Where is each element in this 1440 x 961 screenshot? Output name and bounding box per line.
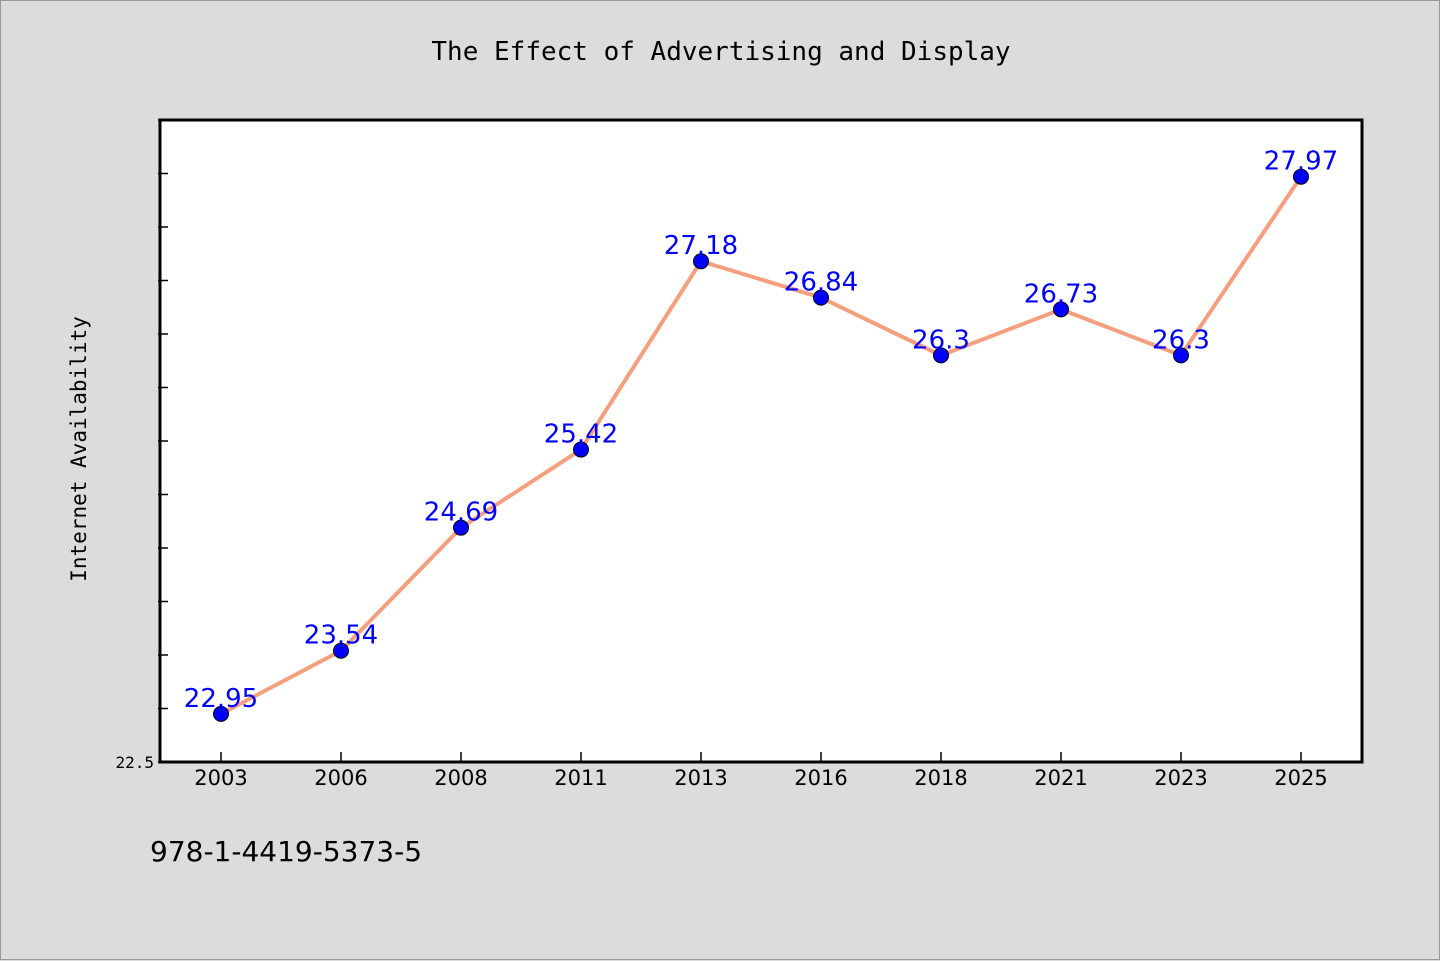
- y-axis-ticks: 22.5: [115, 119, 168, 772]
- x-tick-label: 2021: [1034, 766, 1087, 790]
- data-point: [813, 289, 829, 306]
- data-point: [573, 441, 589, 458]
- isbn-footer: 978-1-4419-5373-5: [150, 835, 423, 868]
- x-tick-label: 2003: [194, 766, 247, 790]
- x-tick-label: 2025: [1274, 766, 1327, 790]
- x-tick-label: 2011: [554, 766, 607, 790]
- data-point: [693, 253, 709, 270]
- x-tick-label: 2013: [674, 766, 727, 790]
- data-label: 26.84: [784, 268, 858, 298]
- x-tick-label: 2018: [914, 766, 967, 790]
- data-point: [213, 705, 229, 722]
- data-label: 23.54: [304, 621, 378, 651]
- data-point: [1293, 168, 1309, 185]
- y-tick-label: 22.5: [115, 753, 154, 772]
- data-label: 26.73: [1024, 279, 1098, 309]
- data-points: [213, 168, 1309, 722]
- data-label: 27.97: [1264, 147, 1338, 177]
- data-label: 22.95: [184, 684, 258, 714]
- data-labels: 22.95 23.54 24.69 25.42 27.18 26.84 26.3 26.73 2…: [184, 147, 1338, 714]
- x-tick-label: 2008: [434, 766, 487, 790]
- x-tick-label: 2023: [1154, 766, 1207, 790]
- data-point: [933, 347, 949, 364]
- data-label: 26.3: [1152, 325, 1210, 355]
- x-tick-label: 2006: [314, 766, 367, 790]
- data-label: 27.18: [664, 231, 738, 261]
- plot-area: [158, 118, 1364, 764]
- data-label: 24.69: [424, 498, 498, 528]
- data-label: 25.42: [544, 420, 618, 450]
- series-line: [220, 175, 1303, 716]
- chart-title: The Effect of Advertising and Display: [431, 37, 1011, 67]
- x-axis-ticks: 2003 2006 2008 2011 2013 2016 2018 2021 2023 2025: [194, 752, 1328, 790]
- y-axis-label: Internet Availability: [67, 316, 91, 582]
- data-point: [333, 642, 349, 659]
- data-point: [1053, 301, 1069, 318]
- data-point: [453, 519, 469, 536]
- data-label: 26.3: [912, 325, 970, 355]
- data-point: [1173, 347, 1189, 364]
- x-tick-label: 2016: [794, 766, 847, 790]
